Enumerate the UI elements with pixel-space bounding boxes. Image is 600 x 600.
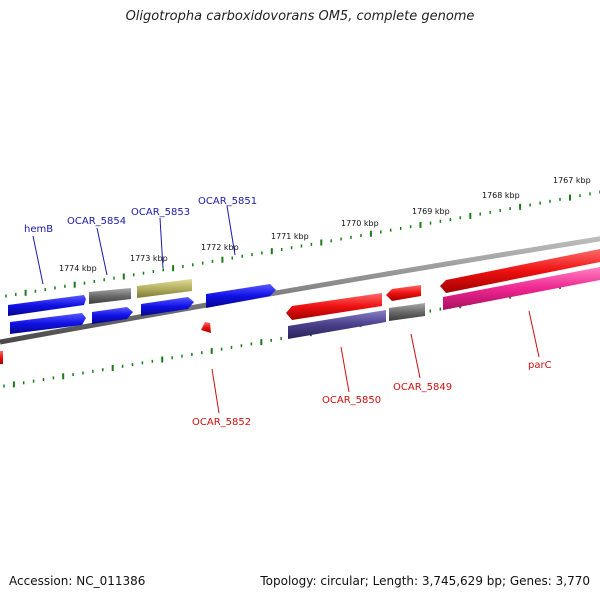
genome-backbone	[0, 236, 600, 345]
tick-track-outer	[5, 190, 600, 298]
topology-text: Topology: circular; Length: 3,745,629 bp…	[260, 574, 590, 588]
gene-ocar-5850[interactable]	[288, 310, 386, 339]
leader-line	[340, 346, 350, 393]
gene-parC[interactable]	[443, 267, 600, 310]
gene-ocar-5854[interactable]	[89, 288, 131, 304]
kbp-label: 1773 kbp	[130, 254, 168, 263]
gene-label[interactable]: OCAR_5852	[192, 417, 251, 428]
gene-label[interactable]: OCAR_5850	[322, 395, 381, 406]
gene-label[interactable]: OCAR_5849	[393, 382, 452, 393]
gene-label[interactable]: OCAR_5853	[131, 207, 190, 218]
gene-label[interactable]: parC	[528, 360, 552, 371]
gene-ocar-5852[interactable]	[201, 322, 211, 333]
kbp-label: 1772 kbp	[201, 243, 239, 252]
leader-line	[226, 205, 236, 256]
gene-ocar-5849[interactable]	[389, 303, 425, 321]
gene-red-1[interactable]	[286, 293, 382, 320]
gene-label[interactable]: OCAR_5851	[198, 196, 257, 207]
gene-red-3[interactable]	[440, 249, 600, 293]
gene-red-edge[interactable]	[0, 351, 3, 364]
gene-blue-2[interactable]	[10, 313, 86, 334]
kbp-label: 1774 kbp	[59, 264, 97, 273]
leader-line	[211, 368, 220, 414]
gene-ocar-5853[interactable]	[137, 279, 192, 298]
leader-line	[32, 235, 44, 285]
kbp-label: 1769 kbp	[412, 207, 450, 216]
gene-label[interactable]: OCAR_5854	[67, 216, 126, 227]
accession-text: Accession: NC_011386	[9, 574, 146, 588]
kbp-label: 1771 kbp	[271, 232, 309, 241]
gene-label[interactable]: hemB	[24, 224, 53, 235]
kbp-label: 1768 kbp	[482, 191, 520, 200]
gene-hemB[interactable]	[8, 295, 86, 316]
gene-blue-3[interactable]	[92, 307, 133, 324]
leader-line	[96, 227, 108, 276]
leader-line	[159, 217, 164, 269]
gene-ocar-5851[interactable]	[206, 284, 276, 308]
map-title: Oligotropha carboxidovorans OM5, complet…	[125, 9, 475, 24]
gene-red-2[interactable]	[386, 285, 421, 301]
kbp-label: 1767 kbp	[553, 176, 591, 185]
leader-line	[528, 310, 540, 358]
gene-blue-4[interactable]	[141, 297, 194, 316]
kbp-label: 1770 kbp	[341, 219, 379, 228]
leader-line	[410, 333, 421, 379]
